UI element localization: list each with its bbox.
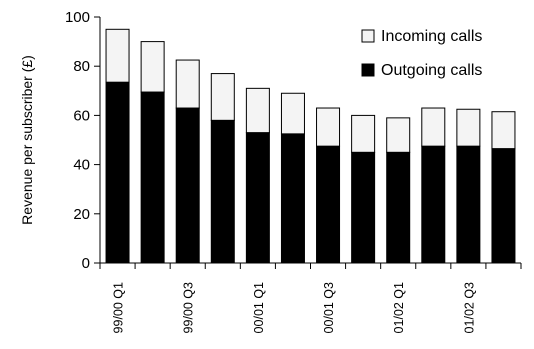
bar-segment-incoming (491, 111, 516, 150)
y-tick-label: 20 (73, 206, 90, 223)
legend-label: Outgoing calls (381, 62, 482, 79)
bar-segment-incoming (280, 92, 305, 135)
bar-segment-outgoing (421, 145, 446, 264)
y-tick-label: 80 (73, 58, 90, 75)
bar-segment-incoming (386, 117, 411, 153)
bar-segment-outgoing (491, 148, 516, 264)
bar-segment-outgoing (210, 119, 235, 264)
bar-segment-outgoing (386, 151, 411, 264)
y-tick-label: 0 (82, 255, 90, 272)
x-axis: 99/00 Q1 99/00 Q3 00/01 Q1 00/01 Q3 01/02 Q1… (99, 262, 522, 333)
bar-segment-outgoing (105, 81, 130, 264)
bar-segment-outgoing (280, 133, 305, 264)
x-tick-label: 99/00 Q3 (182, 282, 196, 333)
y-axis-title: Revenue per subscriber (£) (19, 55, 35, 225)
bar-segment-incoming (351, 114, 376, 153)
x-tick-label: 01/02 Q1 (392, 282, 406, 333)
bar-segment-incoming (316, 107, 341, 147)
legend-label: Incoming calls (381, 28, 482, 45)
bar-segment-outgoing (245, 132, 270, 264)
bar-segment-outgoing (175, 107, 200, 264)
legend-swatch (361, 63, 375, 77)
bar-segment-incoming (175, 59, 200, 109)
x-tick-label: 01/02 Q3 (462, 282, 476, 333)
y-axis: 0 20 40 60 80 100 Revenue per subscriber (£) (19, 9, 101, 272)
x-tick-label: 00/01 Q1 (252, 282, 266, 333)
y-tick-label: 40 (73, 157, 90, 174)
bar-segment-incoming (140, 41, 165, 93)
bar-segment-outgoing (140, 91, 165, 264)
x-tick-label: 00/01 Q3 (322, 282, 336, 333)
y-tick-label: 60 (73, 107, 90, 124)
bar-segment-incoming (210, 73, 235, 121)
bar-segment-incoming (245, 87, 270, 134)
bar-segment-outgoing (316, 145, 341, 264)
bars (105, 28, 516, 264)
bar-segment-incoming (456, 108, 481, 147)
legend-swatch (361, 29, 375, 43)
legend: Incoming calls Outgoing calls (361, 28, 482, 79)
bar-segment-incoming (421, 107, 446, 147)
bar-segment-outgoing (456, 145, 481, 264)
y-tick-label: 100 (65, 9, 90, 26)
bar-segment-incoming (105, 28, 130, 83)
x-tick-label: 99/00 Q1 (112, 282, 126, 333)
bar-segment-outgoing (351, 151, 376, 264)
